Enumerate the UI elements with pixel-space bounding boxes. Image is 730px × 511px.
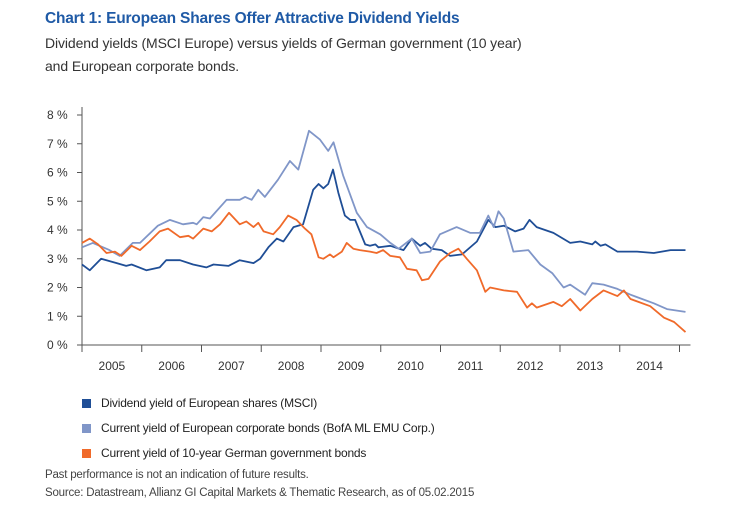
y-tick-label: 6 % [47, 166, 68, 180]
legend-swatch [82, 398, 91, 408]
source-note: Source: Datastream, Allianz GI Capital M… [45, 487, 475, 499]
series-line [81, 211, 687, 333]
x-tick-label: 2006 [158, 359, 185, 373]
y-tick-label: 3 % [47, 252, 68, 266]
y-tick-label: 1 % [47, 309, 68, 323]
legend-label: Current yield of 10-year German governme… [101, 446, 367, 460]
x-tick-label: 2011 [457, 359, 483, 373]
chart-subtitle-line-1: Dividend yields (MSCI Europe) versus yie… [45, 35, 522, 51]
y-tick-label: 2 % [47, 281, 68, 295]
chart-title: Chart 1: European Shares Offer Attractiv… [45, 10, 460, 27]
legend-label: Dividend yield of European shares (MSCI) [101, 396, 318, 410]
y-tick-label: 0 % [47, 338, 68, 352]
legend-item-msci: Dividend yield of European shares (MSCI) [82, 396, 317, 410]
x-tick-label: 2014 [636, 359, 663, 373]
legend-label: Current yield of European corporate bond… [101, 421, 435, 435]
x-tick-label: 2010 [397, 359, 424, 373]
y-tick-label: 4 % [47, 223, 68, 237]
disclaimer-note: Past performance is not an indication of… [45, 469, 309, 481]
x-tick-label: 2007 [218, 359, 245, 373]
x-tick-label: 2012 [517, 359, 544, 373]
legend-item-corporate-bonds: Current yield of European corporate bond… [82, 421, 435, 435]
legend-swatch [82, 423, 91, 433]
y-tick-label: 5 % [47, 194, 68, 208]
y-tick-label: 8 % [47, 108, 68, 122]
legend-item-german-bonds: Current yield of 10-year German governme… [82, 446, 366, 460]
x-tick-label: 2009 [338, 359, 365, 373]
series-line [81, 129, 686, 313]
x-tick-label: 2005 [99, 359, 126, 373]
chart-subtitle-line-2: and European corporate bonds. [45, 58, 240, 74]
x-tick-label: 2013 [577, 359, 604, 373]
x-tick-label: 2008 [278, 359, 305, 373]
series-line [81, 168, 686, 272]
legend-swatch [82, 448, 91, 458]
y-tick-label: 7 % [47, 137, 68, 151]
